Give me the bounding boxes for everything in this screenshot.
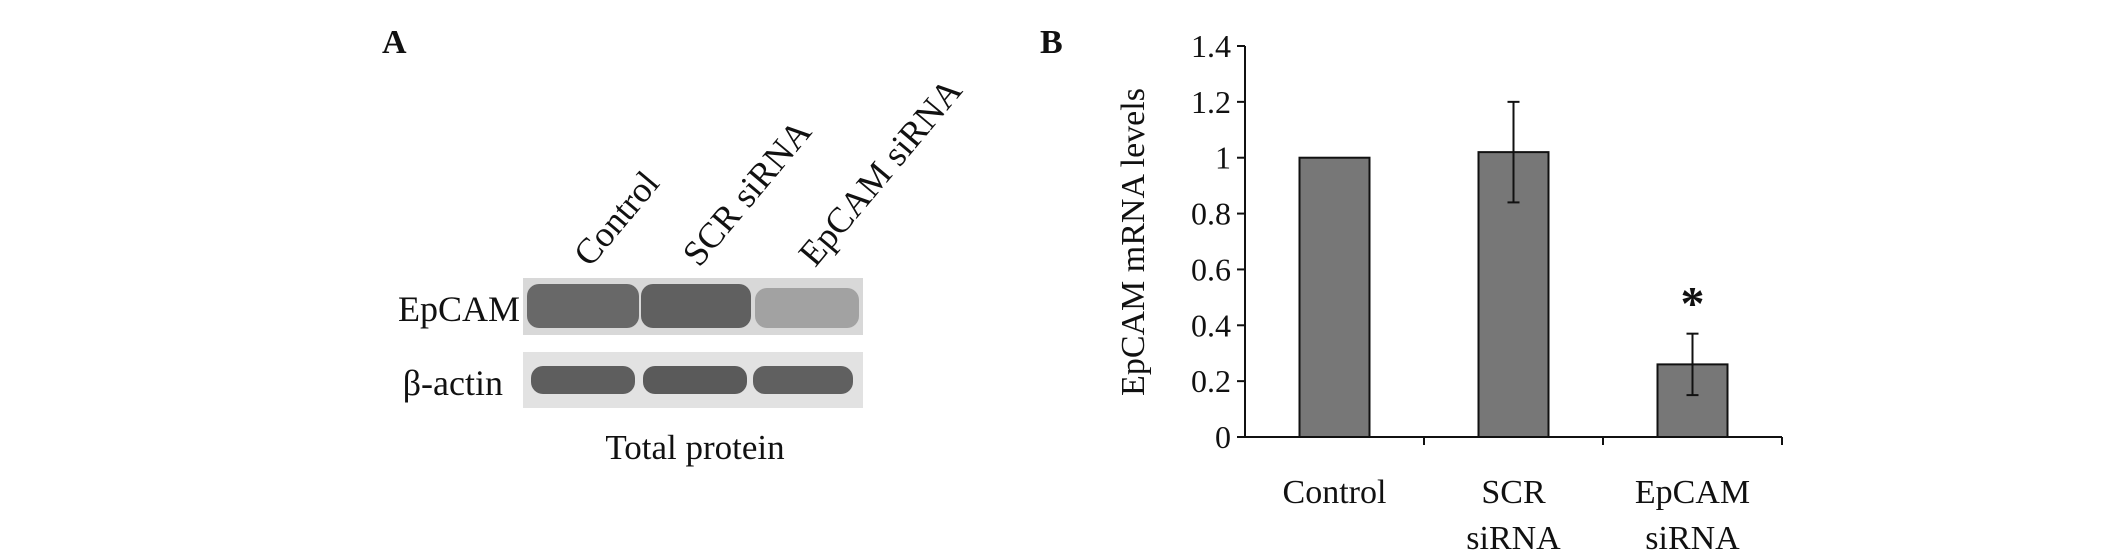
- x-category-label: siRNA: [1645, 520, 1740, 557]
- panel-a-letter: A: [382, 24, 407, 61]
- y-tick-label: 1: [1215, 140, 1231, 176]
- blot-band-actin-control: [531, 366, 635, 394]
- x-category-label: Control: [1283, 474, 1387, 511]
- blot-row-label-beta-actin: β-actin: [402, 363, 503, 403]
- x-category-label: SCR: [1481, 474, 1546, 511]
- y-tick-label: 0: [1215, 419, 1231, 455]
- blot-band-epcam-epcam-sirna: [755, 288, 859, 328]
- blot-caption: Total protein: [605, 428, 785, 467]
- y-tick-label: 0.4: [1191, 307, 1231, 343]
- significance-marker: *: [1681, 278, 1705, 331]
- y-tick-label: 1.2: [1191, 84, 1231, 120]
- blot-row-label-epcam: EpCAM: [397, 289, 520, 329]
- blot-band-actin-scr: [643, 366, 747, 394]
- bar-0: [1298, 156, 1371, 438]
- y-tick-label: 1.4: [1191, 28, 1231, 64]
- y-tick-label: 0.2: [1191, 363, 1231, 399]
- blot-band-epcam-scr: [641, 284, 751, 328]
- blot-band-epcam-control: [527, 284, 639, 328]
- blot-band-actin-epcam-sirna: [753, 366, 853, 394]
- y-axis-label: EpCAM mRNA levels: [1115, 88, 1152, 396]
- blot-strip-epcam: [523, 278, 863, 335]
- y-tick-label: 0.8: [1191, 196, 1231, 232]
- x-category-label: EpCAM: [1635, 474, 1750, 511]
- blot-strip-beta-actin: [523, 352, 863, 408]
- x-category-label: siRNA: [1466, 520, 1561, 557]
- y-tick-label: 0.6: [1191, 251, 1231, 287]
- panel-b-letter: B: [1040, 24, 1063, 61]
